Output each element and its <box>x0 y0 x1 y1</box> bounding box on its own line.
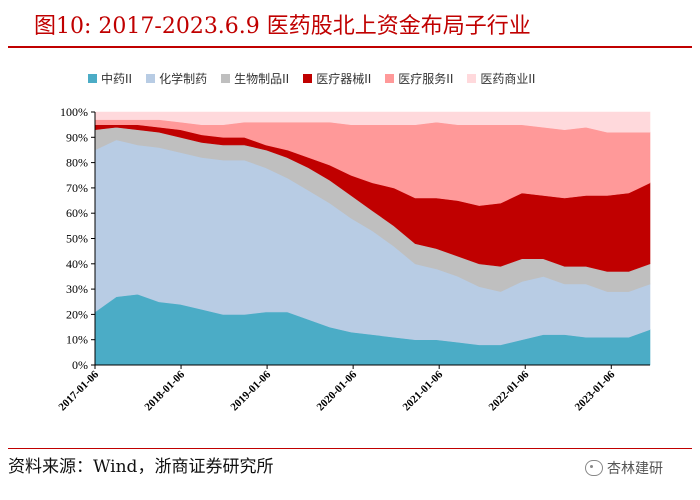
x-tick-label: 2021-01-06 <box>401 368 446 413</box>
legend-item: 医疗器械II <box>303 70 371 87</box>
x-tick-label: 2023-01-06 <box>573 368 618 413</box>
legend-item: 化学制药 <box>146 70 207 87</box>
legend-label: 医疗器械II <box>316 72 372 86</box>
y-tick-label: 80% <box>66 156 88 170</box>
source-note: 资料来源：Wind，浙商证券研究所 <box>8 457 274 477</box>
legend-swatch <box>88 74 97 83</box>
legend-label: 中药II <box>101 72 133 86</box>
y-tick-label: 60% <box>66 206 88 220</box>
wechat-icon <box>585 460 603 476</box>
legend-swatch <box>303 74 313 83</box>
chart-legend: 中药II 化学制药 生物制品II 医疗器械II 医疗服务II 医药商业II <box>88 70 535 87</box>
figure-title: 图10: 2017-2023.6.9 医药股北上资金布局子行业 <box>34 14 531 39</box>
y-tick-label: 50% <box>66 232 88 246</box>
legend-label: 医疗服务II <box>398 72 454 86</box>
y-tick-label: 30% <box>66 282 88 296</box>
x-tick-label: 2020-01-06 <box>314 368 359 413</box>
legend-swatch <box>467 74 477 83</box>
title-rule <box>8 46 692 48</box>
legend-label: 医药商业II <box>480 72 536 86</box>
y-tick-label: 20% <box>66 307 88 321</box>
legend-item: 生物制品II <box>221 70 289 87</box>
y-tick-label: 40% <box>66 257 88 271</box>
legend-label: 化学制药 <box>159 72 208 86</box>
y-tick-label: 90% <box>66 130 88 144</box>
y-tick-label: 100% <box>60 105 88 119</box>
bottom-rule <box>8 448 692 449</box>
watermark-text: 杏林建研 <box>607 461 663 477</box>
legend-item: 医疗服务II <box>385 70 453 87</box>
stacked-area-chart: 0% 10% 20% 30% 40% 50% 60% 70% 80% 90% 100% 2017-01… <box>56 105 651 413</box>
legend-swatch <box>146 74 156 83</box>
x-tick-label: 2019-01-06 <box>228 368 273 413</box>
y-tick-label: 0% <box>72 358 88 372</box>
legend-item: 中药II <box>88 70 132 87</box>
x-tick-label: 2022-01-06 <box>487 368 532 413</box>
x-tick-label: 2018-01-06 <box>142 368 187 413</box>
legend-label: 生物制品II <box>234 72 290 86</box>
legend-swatch <box>221 74 231 83</box>
watermark: 杏林建研 <box>585 458 663 478</box>
x-tick-label: 2017-01-06 <box>56 368 101 413</box>
y-tick-label: 70% <box>66 181 88 195</box>
y-tick-label: 10% <box>66 333 88 347</box>
area-series-5 <box>94 111 651 133</box>
legend-swatch <box>385 74 395 83</box>
legend-item: 医药商业II <box>467 70 535 87</box>
